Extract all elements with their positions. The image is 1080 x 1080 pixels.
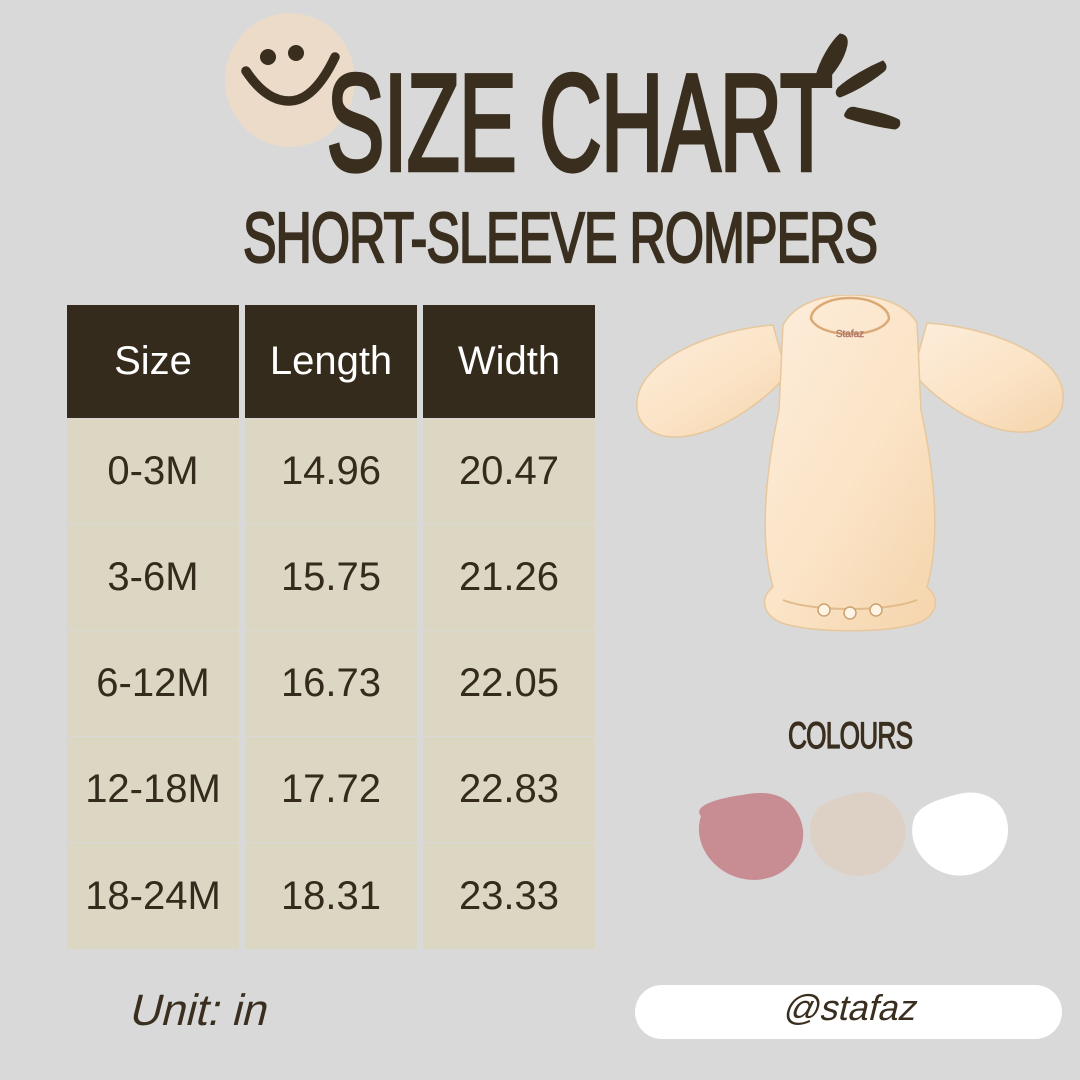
svg-text:Stafaz: Stafaz <box>836 329 864 340</box>
